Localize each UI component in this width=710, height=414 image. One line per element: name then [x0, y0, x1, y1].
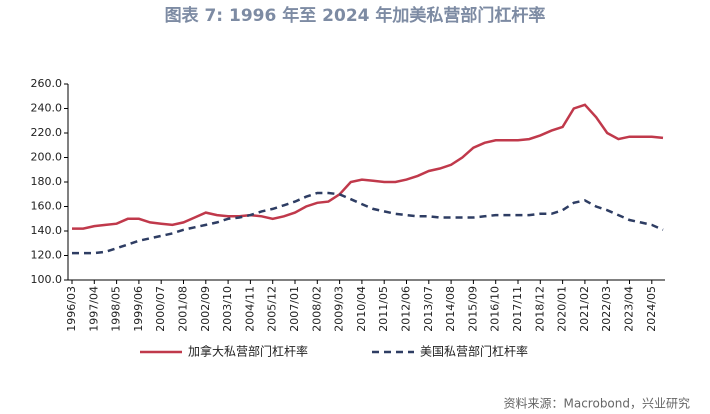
y-tick-label: 240.0: [31, 102, 63, 115]
y-tick-label: 180.0: [31, 175, 63, 188]
x-tick-label: 1999/06: [132, 286, 145, 332]
x-tick-label: 2007/01: [288, 286, 301, 332]
x-tick-label: 2021/02: [578, 286, 591, 332]
y-tick-label: 100.0: [31, 273, 63, 286]
x-tick-label: 2018/12: [533, 286, 546, 332]
source-note: 资料来源：Macrobond，兴业研究: [504, 396, 691, 411]
x-tick-label: 2014/08: [444, 286, 457, 332]
x-tick-label: 2005/12: [266, 286, 279, 332]
y-tick-label: 220.0: [31, 126, 63, 139]
chart-title: 图表 7: 1996 年至 2024 年加美私营部门杠杆率: [165, 5, 546, 26]
x-tick-label: 2009/03: [333, 286, 346, 332]
x-tick-label: 1997/04: [87, 286, 100, 332]
legend-label: 加拿大私营部门杠杆率: [188, 344, 308, 359]
x-tick-label: 2017/11: [511, 286, 524, 332]
x-tick-label: 2011/05: [377, 286, 390, 332]
series-line: [72, 103, 664, 230]
x-tick-label: 2004/11: [243, 286, 256, 332]
x-tick-label: 1998/05: [110, 286, 123, 332]
y-tick-label: 140.0: [31, 224, 63, 237]
y-tick-label: 120.0: [31, 249, 63, 262]
x-tick-label: 2008/02: [310, 286, 323, 332]
x-tick-label: 2023/04: [623, 286, 636, 332]
legend-label: 美国私营部门杠杆率: [420, 344, 528, 359]
x-tick-label: 2013/07: [422, 286, 435, 332]
x-tick-label: 2022/03: [600, 286, 613, 332]
y-tick-label: 160.0: [31, 200, 63, 213]
y-tick-label: 200.0: [31, 151, 63, 164]
x-tick-label: 2012/06: [400, 286, 413, 332]
x-tick-label: 2020/01: [556, 286, 569, 332]
x-tick-label: 2003/10: [221, 286, 234, 332]
x-tick-label: 2016/10: [489, 286, 502, 332]
x-tick-label: 2024/05: [645, 286, 658, 332]
y-tick-label: 260.0: [31, 77, 63, 90]
series-line: [72, 191, 664, 255]
x-tick-label: 2000/07: [154, 286, 167, 332]
x-tick-label: 2002/09: [199, 286, 212, 332]
x-tick-label: 1996/03: [65, 286, 78, 332]
x-tick-label: 2001/08: [177, 286, 190, 332]
x-tick-label: 2010/04: [355, 286, 368, 332]
x-tick-label: 2015/09: [466, 286, 479, 332]
